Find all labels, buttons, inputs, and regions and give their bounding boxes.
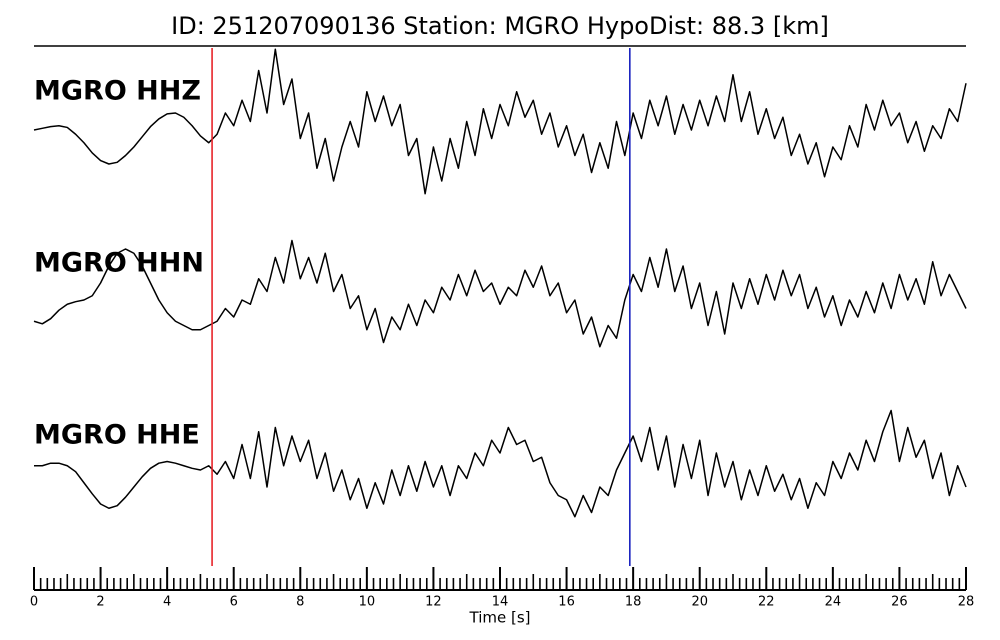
trace-label: MGRO HHZ [34, 76, 201, 107]
x-tick-label: 2 [96, 595, 104, 610]
trace [33, 48, 967, 195]
trace-label: MGRO HHE [34, 420, 200, 451]
x-tick-label: 18 [625, 595, 642, 610]
x-tick-label: 12 [425, 595, 442, 610]
x-tick-label: 0 [30, 595, 38, 610]
x-tick-label: 10 [359, 595, 376, 610]
x-tick-label: 24 [825, 595, 842, 610]
x-tick-label: 28 [958, 595, 975, 610]
x-tick-label: 8 [296, 595, 304, 610]
x-tick-label: 16 [558, 595, 575, 610]
chart-title: ID: 251207090136 Station: MGRO HypoDist:… [171, 12, 829, 40]
x-axis-label: Time [s] [469, 609, 531, 627]
trace-label: MGRO HHN [34, 248, 204, 279]
trace [33, 239, 967, 348]
trace [34, 409, 967, 518]
x-tick-label: 22 [758, 595, 775, 610]
x-tick-label: 26 [891, 595, 908, 610]
x-tick-label: 14 [492, 595, 509, 610]
x-tick-label: 4 [163, 595, 171, 610]
x-tick-label: 6 [230, 595, 238, 610]
x-tick-label: 20 [691, 595, 708, 610]
